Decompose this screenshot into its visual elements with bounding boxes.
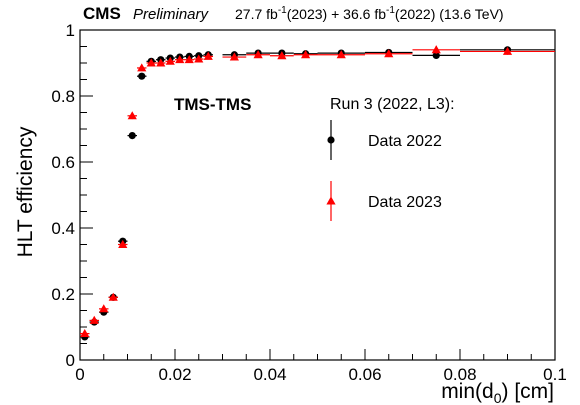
y-tick-label: 0.4 [51, 219, 75, 238]
point-marker [80, 329, 90, 338]
point-marker [89, 315, 99, 324]
point-marker [146, 58, 156, 67]
data-point [137, 63, 147, 72]
legend: Data 2022 Data 2023 [326, 120, 442, 221]
data-point [194, 54, 204, 63]
legend-label: Data 2022 [368, 133, 442, 150]
annotation-text: TMS-TMS [174, 95, 251, 114]
lumi-unit-a: fb [266, 6, 278, 22]
series-1 [80, 46, 555, 341]
data-point [412, 51, 460, 60]
plot-frame [79, 29, 556, 361]
data-point [365, 49, 413, 58]
x-tick-label: 0.04 [253, 365, 286, 384]
data-point [89, 315, 99, 324]
point-marker [138, 72, 146, 80]
x-tick-label: 0 [75, 365, 84, 384]
y-tick-label: 1 [66, 21, 75, 40]
point-marker [128, 132, 136, 140]
legend-marker [326, 196, 336, 205]
data-point [203, 51, 213, 60]
legend-entry-2: Data 2023 [326, 181, 442, 221]
data-point [460, 46, 555, 55]
lumi-2022-value: 36.6 [343, 6, 370, 22]
data-point [118, 239, 128, 248]
point-marker [156, 58, 166, 67]
point-marker [203, 51, 213, 60]
data-point [146, 58, 156, 67]
x-tick-label: 0.08 [443, 365, 476, 384]
point-marker [127, 111, 137, 120]
data-point [99, 304, 109, 313]
x-axis-ticks: 0 0.02 0.04 0.06 0.08 0.1 [75, 349, 567, 384]
y-tick-label: 0.8 [51, 87, 75, 106]
y-axis-ticks: 0 0.2 0.4 0.6 0.8 1 [51, 21, 93, 370]
data-point [246, 50, 270, 59]
point-marker [175, 55, 185, 64]
data-point [137, 72, 147, 80]
x-tick-label: 0.1 [543, 365, 567, 384]
x-tick-label: 0.06 [348, 365, 381, 384]
y-tick-label: 0.2 [51, 285, 75, 304]
data-point [127, 132, 137, 140]
series-2 [80, 45, 555, 338]
x-axis-title-prefix: min(d [441, 380, 494, 403]
point-marker [165, 56, 175, 65]
point-marker [184, 55, 194, 64]
data-point [184, 55, 194, 64]
data-point [80, 329, 90, 338]
point-marker [229, 52, 239, 61]
data-point [165, 56, 175, 65]
point-marker [108, 292, 118, 301]
point-marker [99, 304, 109, 313]
data-point [317, 50, 365, 59]
data-point [156, 58, 166, 67]
series-layer [80, 45, 555, 341]
y-tick-label: 0 [66, 351, 75, 370]
lumi-exp-a: -1 [278, 5, 287, 16]
header-preliminary: Preliminary [133, 6, 210, 23]
lumi-unit-b: fb [374, 6, 386, 22]
data-point [412, 45, 460, 54]
x-axis-title-suffix: ) [cm] [502, 380, 555, 403]
point-marker [431, 45, 441, 54]
point-marker [253, 50, 263, 59]
lumi-2023-value: 27.7 [235, 6, 262, 22]
legend-header: Run 3 (2022, L3): [330, 96, 455, 113]
legend-marker [327, 136, 335, 144]
x-tick-label: 0.02 [158, 365, 191, 384]
point-marker [384, 49, 394, 58]
data-point [293, 50, 318, 59]
header-cms: CMS [83, 4, 121, 23]
legend-entry-1: Data 2022 [327, 120, 442, 160]
x-axis-title: min(d0) [cm] [441, 380, 554, 405]
data-point [270, 51, 294, 60]
point-marker [137, 63, 147, 72]
y-axis-title: HLT efficiency [14, 126, 37, 257]
data-point [222, 52, 247, 61]
data-point [175, 55, 185, 64]
point-marker [301, 50, 311, 59]
point-marker [432, 51, 440, 60]
point-marker [336, 50, 346, 59]
y-tick-label: 0.6 [51, 153, 75, 172]
point-marker [277, 51, 287, 60]
lumi-2023-suffix: (2023) + [287, 6, 340, 22]
point-marker [194, 54, 204, 63]
data-point [127, 111, 137, 120]
lumi-exp-b: -1 [386, 5, 395, 16]
legend-label: Data 2023 [368, 194, 442, 211]
point-marker [118, 239, 128, 248]
point-marker [502, 46, 513, 55]
header-lumi: 27.7 fb-1(2023) + 36.6 fb-1(2022) (13.6 … [235, 5, 504, 22]
lumi-2022-suffix: (2022) (13.6 TeV) [395, 6, 504, 22]
data-point [108, 292, 118, 301]
x-axis-title-sub: 0 [494, 390, 502, 405]
